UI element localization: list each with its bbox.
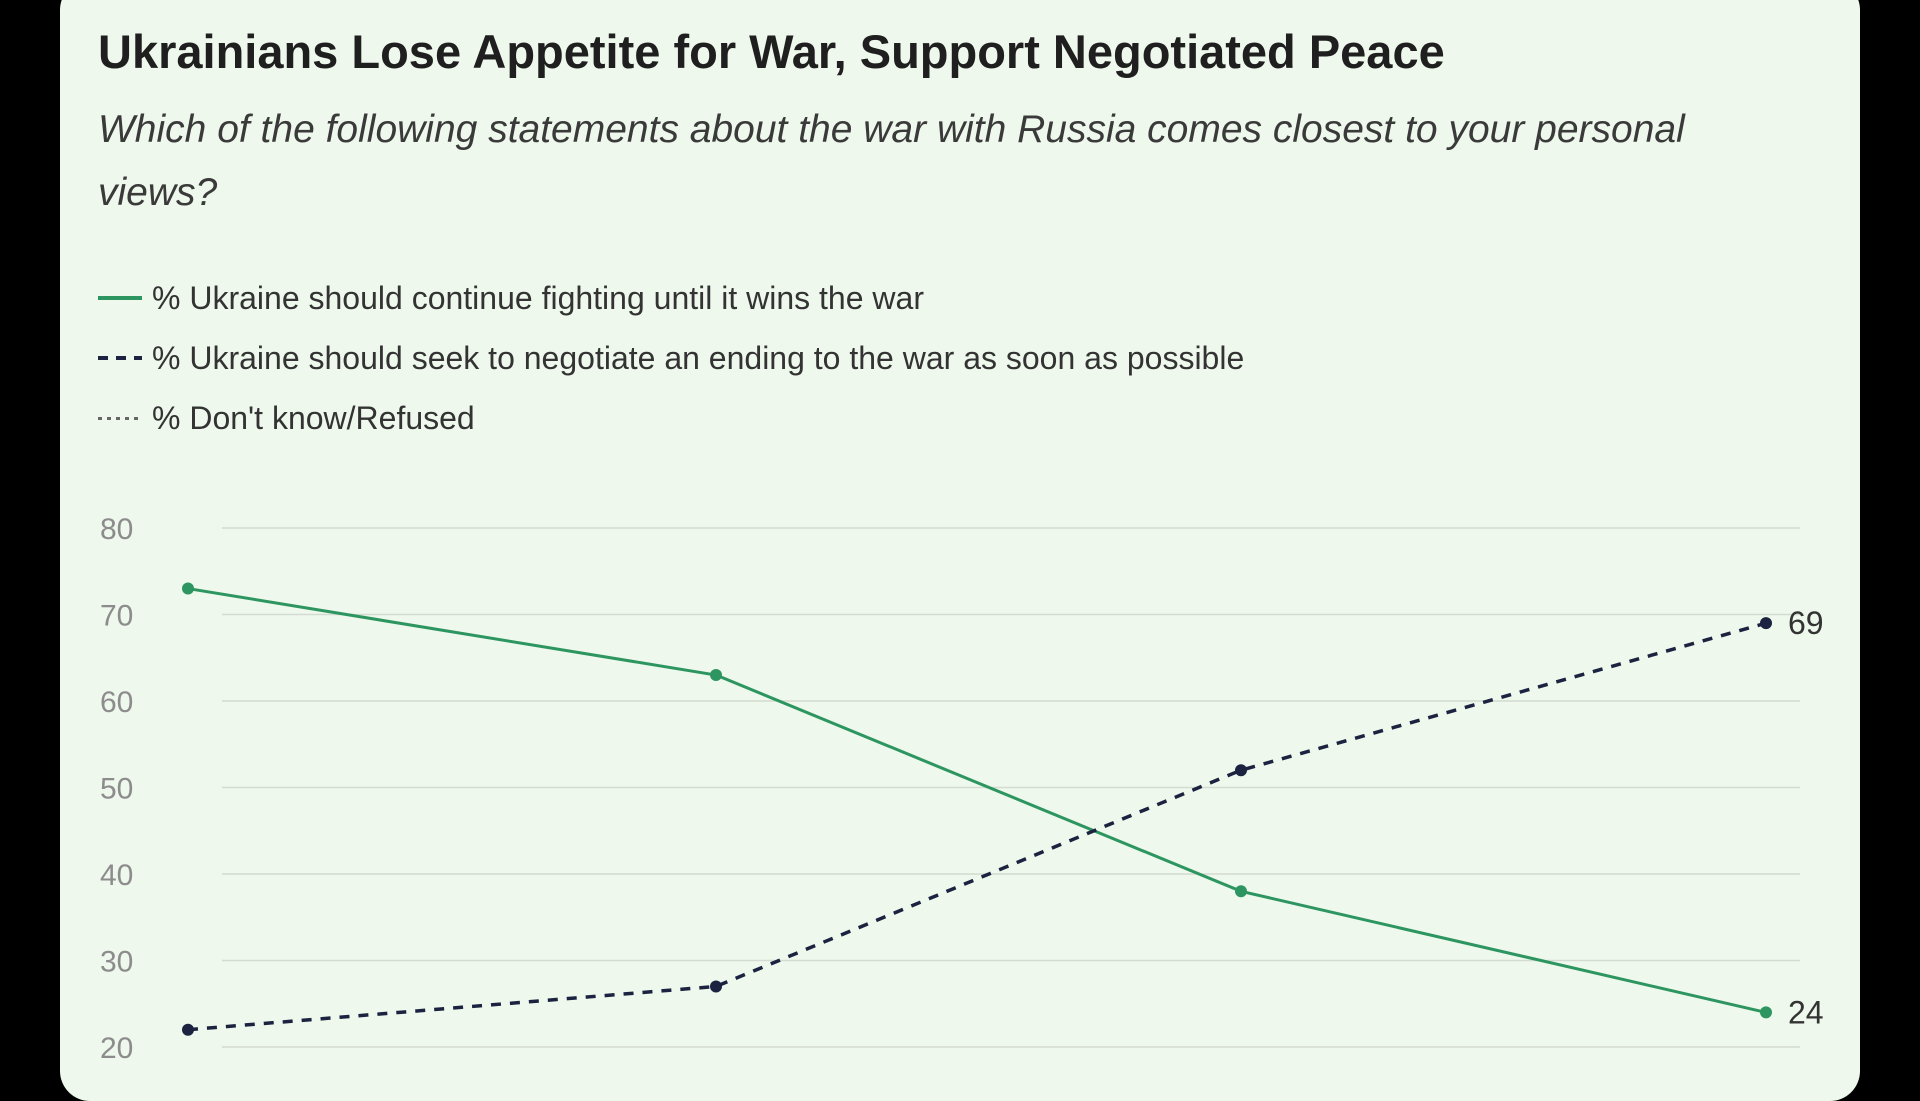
series-line-1 — [187, 621, 1767, 1032]
legend-item-continue-fighting: % Ukraine should continue fighting until… — [98, 268, 1244, 328]
legend-label-continue-fighting: % Ukraine should continue fighting until… — [152, 279, 924, 316]
chart-card: Ukrainians Lose Appetite for War, Suppor… — [60, 0, 1860, 1101]
end-data-label: 24 — [1788, 994, 1824, 1030]
legend-swatch-dashed — [98, 356, 142, 360]
y-tick-label: 50 — [100, 773, 133, 806]
data-point — [1235, 885, 1247, 898]
end-data-label: 69 — [1788, 605, 1824, 641]
data-point — [182, 582, 194, 595]
legend-item-negotiate: % Ukraine should seek to negotiate an en… — [98, 328, 1244, 388]
y-tick-label: 40 — [100, 859, 133, 892]
y-tick-label: 60 — [100, 686, 133, 719]
legend-swatch-solid — [98, 296, 142, 300]
legend-item-dont-know: % Don't know/Refused — [98, 388, 1244, 448]
legend-label-negotiate: % Ukraine should seek to negotiate an en… — [152, 339, 1245, 376]
y-tick-label: 70 — [100, 600, 133, 633]
y-tick-label: 80 — [100, 513, 133, 546]
data-point — [710, 980, 722, 993]
data-point — [1235, 764, 1247, 777]
data-point — [710, 669, 722, 682]
y-tick-label: 30 — [100, 946, 133, 979]
line-chart: 80 70 60 50 40 30 20 69 24 — [100, 513, 1824, 1065]
data-point — [1760, 1006, 1772, 1019]
data-point — [182, 1023, 194, 1036]
legend-label-dont-know: % Don't know/Refused — [152, 399, 475, 436]
legend: % Ukraine should continue fighting until… — [98, 268, 1244, 448]
data-point — [1760, 617, 1772, 630]
series-line-0 — [187, 587, 1767, 1014]
chart-subtitle: Which of the following statements about … — [98, 108, 1685, 214]
legend-swatch-dotted — [98, 416, 142, 420]
y-tick-label: 20 — [100, 1032, 133, 1065]
chart-title: Ukrainians Lose Appetite for War, Suppor… — [98, 25, 1445, 78]
